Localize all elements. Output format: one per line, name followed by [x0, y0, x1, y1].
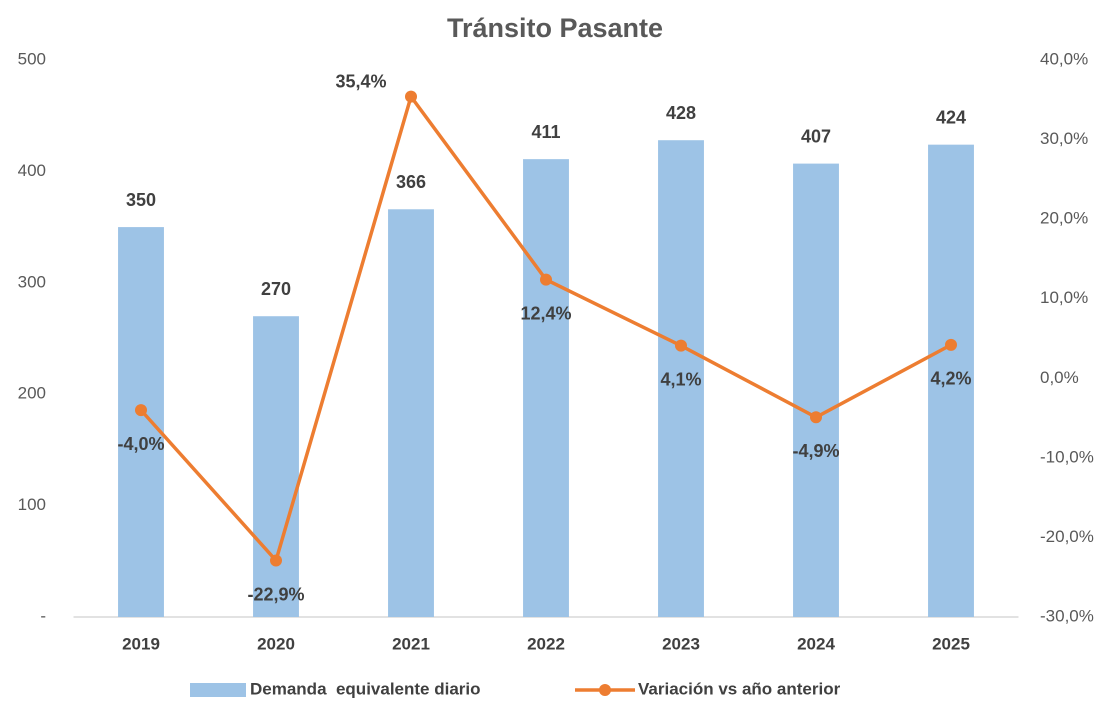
y-tick-label: - — [40, 606, 46, 625]
legend-marker — [599, 684, 611, 696]
bar-label: 270 — [261, 279, 291, 299]
bar-label: 428 — [666, 103, 696, 123]
bar — [253, 316, 299, 617]
x-tick-label: 2020 — [257, 634, 295, 653]
x-tick-label: 2019 — [122, 634, 160, 653]
bar — [118, 227, 164, 617]
line-label: -4,0% — [117, 434, 164, 454]
bar-label: 366 — [396, 172, 426, 192]
x-tick-label: 2024 — [797, 634, 835, 653]
y-tick-label: 500 — [18, 49, 46, 68]
line-label: 4,1% — [660, 369, 701, 389]
bar — [658, 140, 704, 617]
bar — [523, 159, 569, 617]
x-tick-label: 2022 — [527, 634, 565, 653]
y2-tick-label: 30,0% — [1040, 129, 1088, 148]
chart-title: Tránsito Pasante — [447, 13, 663, 43]
bar-label: 350 — [126, 190, 156, 210]
y2-tick-label: -20,0% — [1040, 527, 1094, 546]
line-label: 35,4% — [335, 71, 386, 91]
x-tick-label: 2021 — [392, 634, 430, 653]
y2-tick-label: 10,0% — [1040, 288, 1088, 307]
y-tick-label: 100 — [18, 495, 46, 514]
line-label: -22,9% — [247, 584, 304, 604]
line-marker — [540, 273, 552, 286]
line-marker — [270, 554, 282, 567]
line-label: 4,2% — [930, 369, 971, 389]
y2-tick-label: -10,0% — [1040, 447, 1094, 466]
legend-swatch — [190, 683, 246, 697]
bar-label: 411 — [531, 122, 560, 142]
line-label: 12,4% — [520, 303, 571, 323]
legend-label: Demanda equivalente diario — [250, 679, 481, 698]
line-marker — [945, 338, 957, 351]
bar — [928, 144, 974, 617]
line-label: -4,9% — [792, 441, 839, 461]
y2-tick-label: 0,0% — [1040, 368, 1079, 387]
line-marker — [810, 411, 822, 424]
bar — [388, 209, 434, 617]
y2-tick-label: 20,0% — [1040, 209, 1088, 228]
x-tick-label: 2025 — [932, 634, 970, 653]
bar — [793, 163, 839, 618]
bar-label: 424 — [936, 107, 966, 127]
legend-label: Variación vs año anterior — [638, 679, 841, 698]
y-tick-label: 200 — [18, 384, 46, 403]
bar-label: 407 — [801, 126, 831, 146]
y-tick-label: 400 — [18, 161, 46, 180]
line-marker — [135, 404, 147, 417]
line-marker — [675, 339, 687, 352]
x-tick-label: 2023 — [662, 634, 700, 653]
line-marker — [405, 90, 417, 103]
y-tick-label: 300 — [18, 272, 46, 291]
y2-tick-label: -30,0% — [1040, 606, 1094, 625]
y2-tick-label: 40,0% — [1040, 49, 1088, 68]
